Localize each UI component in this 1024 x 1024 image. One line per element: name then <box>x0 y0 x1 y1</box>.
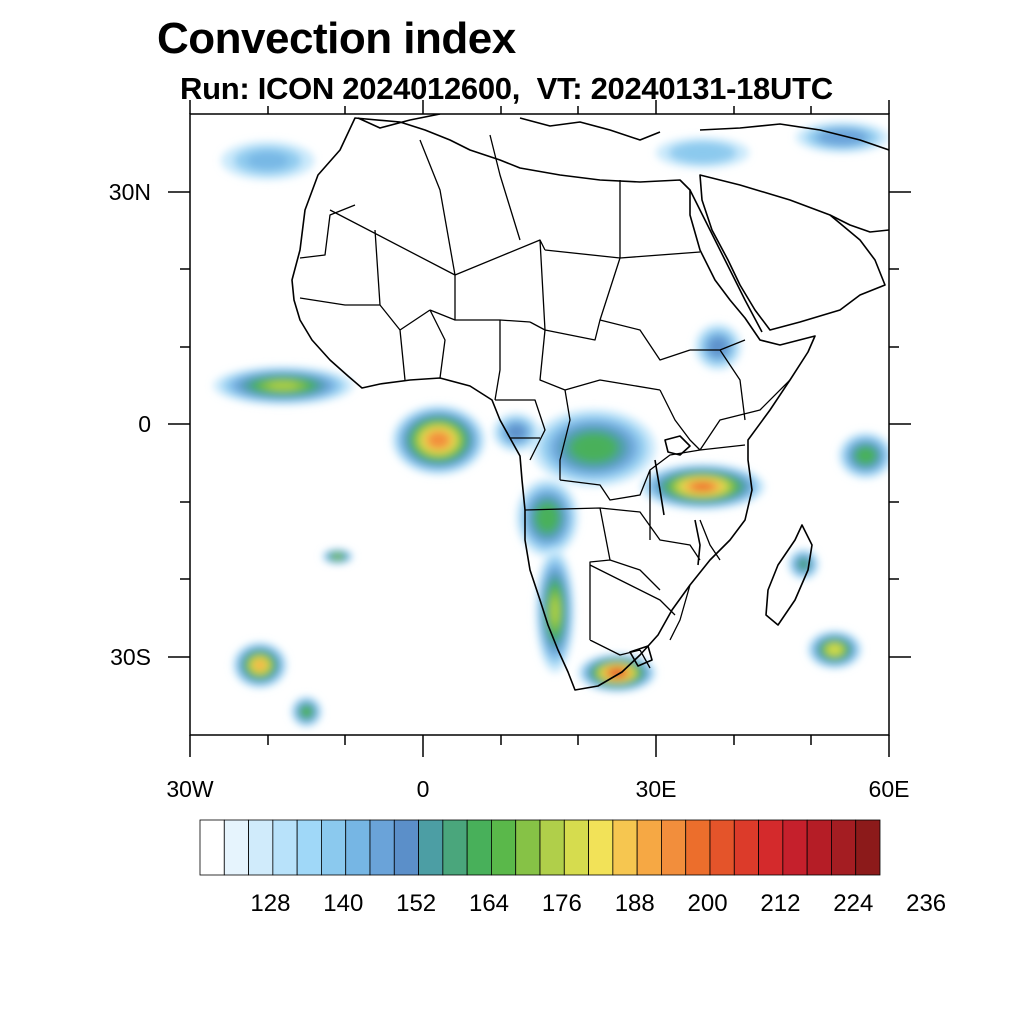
convection-contour <box>829 646 840 654</box>
madagascar-outline <box>765 524 813 626</box>
lake-tanganyika <box>654 459 665 516</box>
convection-cell <box>807 630 862 670</box>
convection-contour <box>693 483 712 491</box>
colorbar-swatch <box>515 819 541 876</box>
colorbar-swatch <box>709 819 735 876</box>
convection-field-layer <box>213 121 889 728</box>
y-tick-label: 0 <box>138 411 151 437</box>
colorbar-swatch <box>733 819 759 876</box>
colorbar-swatch <box>831 819 857 876</box>
colorbar-label: 200 <box>688 890 728 917</box>
lake-malawi <box>694 519 701 566</box>
colorbar-swatch <box>758 819 784 876</box>
convection-cell <box>221 141 315 180</box>
convection-cell <box>838 432 889 479</box>
y-tick-label: 30S <box>110 644 151 670</box>
colorbar-swatch <box>223 819 249 876</box>
convection-contour <box>710 338 727 355</box>
country-borders <box>291 114 889 691</box>
convection-cell <box>213 366 354 406</box>
colorbar-label: 128 <box>250 890 290 917</box>
x-tick-label: 30E <box>636 776 677 802</box>
convection-cell <box>656 137 750 169</box>
colorbar-swatch <box>345 819 371 876</box>
arabia-outline <box>699 174 886 331</box>
convection-contour <box>681 145 724 160</box>
chart-title: Convection index <box>157 14 516 63</box>
colorbar-swatch <box>442 819 468 876</box>
convection-cell <box>535 548 575 673</box>
convection-cell <box>322 548 354 565</box>
colorbar-swatch <box>563 819 589 876</box>
europe-coast <box>357 114 889 151</box>
convection-contour <box>826 131 859 143</box>
lesotho-outline <box>629 645 653 667</box>
convection-contour <box>578 438 609 458</box>
chart-subtitle: Run: ICON 2024012600, VT: 20240131-18UTC <box>180 71 833 106</box>
colorbar-label: 224 <box>833 890 873 917</box>
colorbar-label: 164 <box>469 890 509 917</box>
colorbar-swatch <box>491 819 517 876</box>
colorbar-swatch <box>393 819 419 876</box>
colorbar-swatch <box>296 819 322 876</box>
colorbar-swatch <box>855 819 881 876</box>
convection-cell <box>391 405 486 475</box>
x-tick-label: 0 <box>417 776 430 802</box>
x-tick-label: 30W <box>166 776 214 802</box>
colorbar-label: 212 <box>760 890 800 917</box>
colorbar-swatch <box>612 819 638 876</box>
convection-contour <box>611 670 623 676</box>
y-tick-label: 30N <box>109 179 151 205</box>
colorbar-swatch <box>369 819 395 876</box>
convection-contour <box>255 661 265 670</box>
convection-contour <box>550 597 560 624</box>
lake-victoria <box>664 435 691 456</box>
convection-contour <box>334 554 341 559</box>
colorbar-label: 236 <box>906 890 946 917</box>
convection-contour <box>799 559 809 569</box>
convection-cell <box>694 323 742 371</box>
convection-cell <box>531 408 656 487</box>
convection-cell <box>232 641 288 689</box>
colorbar-swatch <box>806 819 832 876</box>
red-sea-coast <box>689 189 763 333</box>
convection-contour <box>268 381 298 390</box>
axis-ticks <box>168 100 911 757</box>
convection-cell <box>578 653 657 693</box>
country-border-lines <box>299 134 791 669</box>
colorbar-swatch <box>418 819 444 876</box>
convection-contour <box>246 151 289 170</box>
colorbar-swatch <box>588 819 614 876</box>
convection-cell <box>290 696 323 728</box>
colorbar-swatch <box>782 819 808 876</box>
x-tick-label: 60E <box>869 776 910 802</box>
convection-contour <box>302 707 311 716</box>
colorbar-swatch <box>248 819 274 876</box>
colorbar-swatch <box>272 819 298 876</box>
convection-contour <box>508 425 525 440</box>
convection-contour <box>859 449 873 462</box>
persian-gulf-coast <box>829 214 889 233</box>
africa-coastline <box>291 117 816 691</box>
colorbar-label: 188 <box>615 890 655 917</box>
colorbar-swatch <box>661 819 687 876</box>
convection-contour <box>539 508 555 528</box>
colorbar-swatch <box>199 819 225 876</box>
convection-cell <box>640 463 765 510</box>
convection-cell <box>795 121 889 153</box>
colorbar-label: 152 <box>396 890 436 917</box>
convection-cell <box>788 548 820 580</box>
colorbar-swatch <box>466 819 492 876</box>
colorbar-label: 176 <box>542 890 582 917</box>
colorbar-labels: 128 140 152 164 176 188 200 212 224 236 <box>250 890 946 917</box>
colorbar-swatch <box>539 819 565 876</box>
colorbar-swatch <box>321 819 347 876</box>
colorbar-label: 140 <box>323 890 363 917</box>
colorbar-swatch <box>685 819 711 876</box>
convection-contour <box>431 434 446 446</box>
convection-cell <box>516 478 579 557</box>
colorbar-swatch <box>636 819 662 876</box>
colorbar <box>199 819 881 876</box>
